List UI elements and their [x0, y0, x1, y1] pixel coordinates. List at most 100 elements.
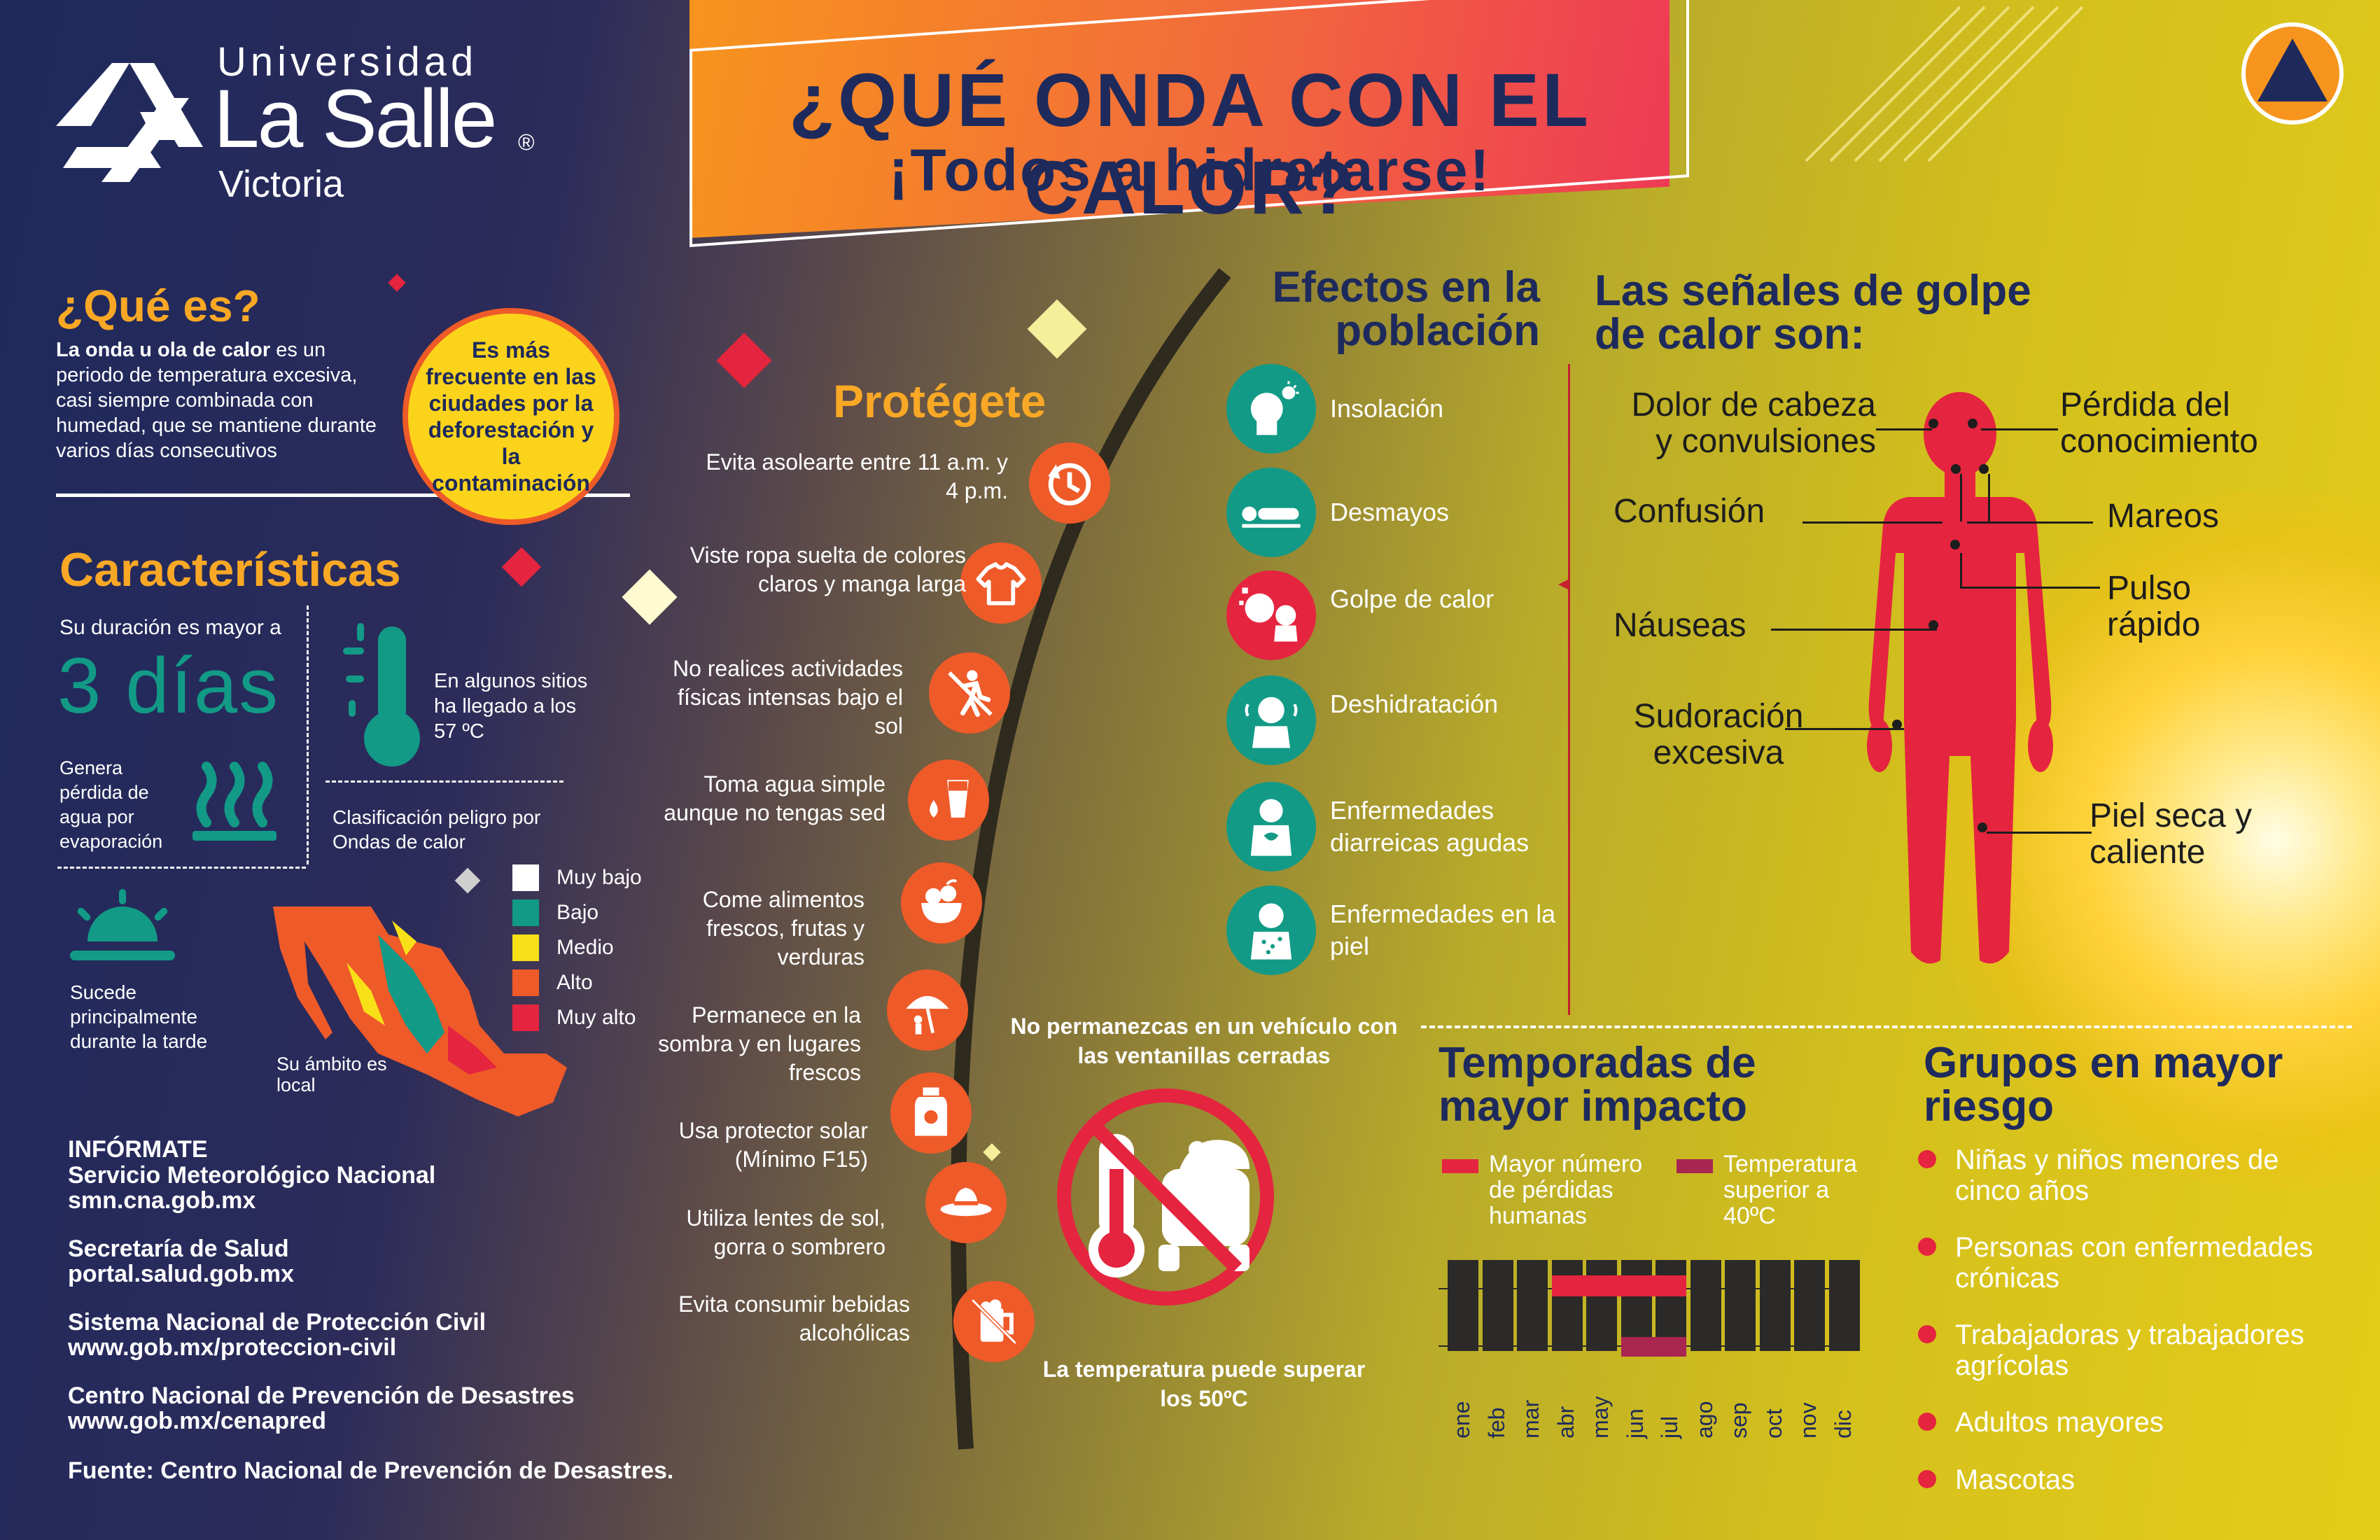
human-loss-range [1551, 1275, 1686, 1296]
leader-line [1960, 553, 1962, 587]
efecto-item-icon [1226, 676, 1316, 765]
temporada-legend-label: Temperatura superior a 40ºC [1723, 1151, 1857, 1229]
frequency-bubble-text: Es más frecuente en las ciudades por la … [426, 337, 596, 496]
senal-label: Piel seca y caliente [2090, 797, 2253, 871]
local-text: Su ámbito es local [276, 1054, 387, 1096]
protegete-item-text: Evita asolearte entre 11 a.m. y 4 p.m. [706, 449, 1008, 503]
over40-range [1620, 1337, 1686, 1357]
grupo-bullet [1918, 1413, 1936, 1431]
protegete-item-text: Toma agua simple aunque no tengas sed [664, 771, 886, 825]
protegete-item-text: Usa protector solar (Mínimo F15) [678, 1118, 868, 1172]
pointer-dot [1928, 419, 1938, 428]
month-bar [1620, 1260, 1652, 1351]
month-bar [1551, 1260, 1583, 1351]
leader-line [1785, 728, 1904, 730]
afternoon-sun-icon [70, 889, 175, 960]
legend-label: Bajo [556, 901, 599, 924]
protegete-item-icon [901, 862, 982, 944]
efecto-item-label: Enfermedades en la piel [1330, 899, 1556, 960]
month-label: jul [1657, 1415, 1682, 1438]
dashed-divider [326, 780, 564, 783]
diamond-deco [501, 547, 542, 587]
que-es-text: La onda u ola de calor es un periodo de … [56, 337, 392, 463]
protegete-item-icon [953, 1281, 1035, 1362]
legend-swatch [512, 899, 539, 926]
informate-heading: INFÓRMATE [68, 1136, 208, 1163]
legend-label: Alto [556, 971, 593, 994]
que-es-body: es un periodo de temperatura excesiva, c… [56, 339, 377, 462]
grupo-item: Trabajadoras y trabajadores agrícolas [1955, 1320, 2304, 1381]
leader-line [1960, 474, 1962, 522]
brand-line1: Universidad [217, 39, 478, 85]
legend-label: Muy bajo [556, 866, 642, 889]
legend-swatch [512, 969, 539, 996]
month-bar [1586, 1260, 1617, 1351]
leader-line [2009, 587, 2100, 589]
pointer-dot [1977, 822, 1987, 832]
leader-line [1967, 522, 2093, 524]
duration-label: Su duración es mayor a [59, 616, 281, 639]
umbrella-icon [906, 995, 949, 1035]
pointer-dot [1979, 464, 1989, 474]
senal-label: Pérdida del conocimiento [2060, 386, 2258, 460]
month-bar [1656, 1260, 1686, 1351]
source-url[interactable]: www.gob.mx/cenapred [68, 1408, 327, 1434]
grupo-bullet [1918, 1150, 1936, 1168]
protegete-item-icon [1029, 442, 1110, 524]
senal-label: Sudoración excesiva [1633, 698, 1804, 771]
leader-line [1876, 428, 1932, 430]
pointer-dot [1892, 720, 1902, 729]
protegete-item-text: Come alimentos frescos, frutas y verdura… [702, 887, 864, 969]
evaporation-icon [192, 762, 276, 841]
source-url[interactable]: www.gob.mx/proteccion-civil [68, 1334, 397, 1361]
section-divider [1568, 364, 1570, 1015]
human-body-icon [1867, 392, 2053, 964]
leader-line [1988, 474, 1990, 522]
temp-text: En algunos sitios ha llegado a los 57 ºC [434, 670, 588, 743]
efecto-item-icon [1226, 782, 1316, 872]
protegete-item-text: Permanece en la sombra y en lugares fres… [658, 1002, 861, 1085]
temporadas-heading: Temporadas de mayor impacto [1438, 1039, 1756, 1130]
thermometer-icon [343, 623, 420, 766]
diamond-deco [622, 569, 678, 625]
month-label: mar [1518, 1399, 1544, 1438]
month-label: may [1588, 1396, 1613, 1438]
hat-icon [940, 1187, 992, 1217]
protegete-item-text: Evita consumir bebidas alcohólicas [678, 1292, 910, 1345]
month-bar [1517, 1260, 1548, 1351]
efecto-item-label: Desmayos [1330, 498, 1450, 526]
title-main: ¿QUÉ ONDA CON EL CALOR? [788, 57, 1591, 230]
efecto-item-icon [1226, 886, 1316, 975]
month-label: nov [1795, 1402, 1821, 1438]
temporada-legend-label: Mayor número de pérdidas humanas [1489, 1151, 1643, 1229]
leader-line [1771, 629, 1937, 631]
grupo-bullet [1918, 1470, 1936, 1488]
pointer-dot [1968, 419, 1977, 428]
grupo-bullet [1918, 1238, 1936, 1256]
protegete-item-text: No realices actividades físicas intensas… [672, 656, 903, 738]
month-label: dic [1830, 1410, 1856, 1438]
month-label: jun [1622, 1408, 1648, 1438]
month-bar [1794, 1260, 1825, 1351]
diarrhea-icon [1250, 799, 1292, 856]
source-url[interactable]: smn.cna.gob.mx [68, 1187, 256, 1214]
que-es-bold-lead: La onda u ola de calor [56, 339, 271, 361]
grupos-heading: Grupos en mayor riesgo [1924, 1039, 2283, 1130]
source-name: Servicio Meteorológico Nacional [68, 1162, 436, 1189]
skin-disease-icon [1250, 903, 1292, 960]
grupo-item: Niñas y niños menores de cinco años [1955, 1144, 2279, 1206]
dashed-divider [307, 606, 309, 864]
month-label: abr [1553, 1406, 1578, 1438]
dashed-divider [57, 867, 306, 869]
senal-label: Confusión [1614, 493, 1765, 530]
efecto-item-icon [1226, 570, 1316, 660]
title-sub: ¡Todos a hidratarse! [888, 137, 1492, 203]
source-credit: Fuente: Centro Nacional de Prevención de… [68, 1457, 674, 1484]
source-url[interactable]: portal.salud.gob.mx [68, 1261, 295, 1287]
source-name: Secretaría de Salud [68, 1236, 289, 1262]
proteccion-civil-logo-icon [2241, 22, 2344, 125]
efecto-item-label: Deshidratación [1330, 690, 1499, 718]
no-beer-icon [971, 1298, 1017, 1345]
classification-text: Clasificación peligro por Ondas de calor [332, 806, 541, 853]
senal-label: Mareos [2107, 498, 2220, 535]
